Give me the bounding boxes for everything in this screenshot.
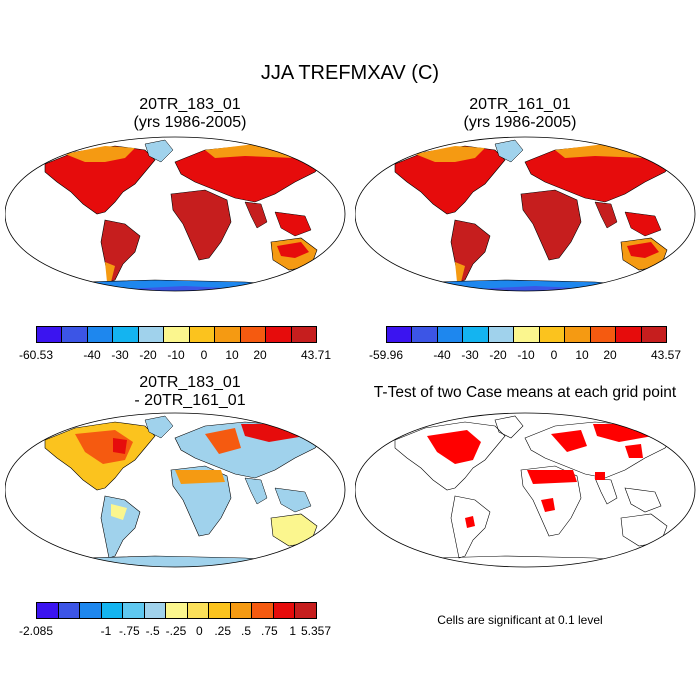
colorbar-label: 1 bbox=[289, 624, 296, 638]
colorbar-label: -2.085 bbox=[18, 624, 54, 638]
colorbar-cell bbox=[208, 602, 231, 619]
colorbar-cell bbox=[186, 602, 210, 619]
figure-title: JJA TREFMXAV (C) bbox=[260, 62, 440, 84]
colorbar-label: 0 bbox=[550, 348, 558, 362]
panel-2-title: 20TR_161_01 (yrs 1986-2005) bbox=[370, 96, 670, 132]
colorbar-cell bbox=[265, 326, 292, 343]
colorbar-label: 5.357 bbox=[300, 624, 332, 638]
colorbar-cell bbox=[137, 326, 165, 343]
colorbar-label: .25 bbox=[214, 624, 231, 638]
colorbar-cell bbox=[122, 602, 145, 619]
colorbar-cell bbox=[165, 602, 188, 619]
colorbar-label: -60.53 bbox=[18, 348, 54, 362]
colorbar-cell bbox=[411, 326, 438, 343]
map-panel-3 bbox=[5, 412, 346, 568]
colorbar-cell bbox=[640, 326, 667, 343]
colorbar-cell bbox=[462, 326, 489, 343]
colorbar-label: 43.71 bbox=[300, 348, 332, 362]
colorbar-label: .75 bbox=[260, 624, 278, 638]
colorbar-cell bbox=[239, 326, 267, 343]
colorbar-label: 10 bbox=[225, 348, 239, 362]
colorbar-label: -.5 bbox=[145, 624, 160, 638]
globe-outline bbox=[355, 412, 696, 568]
colorbar-cell bbox=[61, 326, 88, 343]
colorbar-label: -30 bbox=[111, 348, 129, 362]
colorbar-panel-2: -59.96 -40 -30 -20 -10 0 10 20 43.57 bbox=[369, 326, 681, 366]
panel-1-title: 20TR_183_01 (yrs 1986-2005) bbox=[40, 96, 340, 132]
panel-1-title-line2: (yrs 1986-2005) bbox=[133, 114, 247, 131]
colorbar-cell bbox=[290, 326, 317, 343]
colorbar-cell bbox=[36, 602, 59, 619]
colorbar-label: -20 bbox=[489, 348, 507, 362]
colorbar-panel-3: -2.085 -1 -.75 -.5 -.25 0 .25 .5 .75 1 5.357 bbox=[19, 602, 331, 642]
colorbar-label: .5 bbox=[240, 624, 252, 638]
colorbar-label: -20 bbox=[139, 348, 157, 362]
colorbar-cell bbox=[143, 602, 167, 619]
colorbar-cell bbox=[79, 602, 102, 619]
colorbar-cell bbox=[86, 326, 114, 343]
colorbar-cell bbox=[112, 326, 139, 343]
colorbar-cell bbox=[214, 326, 241, 343]
map-panel-2 bbox=[355, 136, 696, 292]
colorbar-label: -10 bbox=[517, 348, 535, 362]
colorbar-label: -10 bbox=[167, 348, 185, 362]
colorbar-label: -30 bbox=[461, 348, 479, 362]
continents bbox=[374, 139, 676, 291]
colorbar-label: -59.96 bbox=[368, 348, 404, 362]
colorbar-cell bbox=[100, 602, 124, 619]
panel-4-title: T-Test of two Case means at each grid po… bbox=[373, 384, 677, 401]
globe-outline bbox=[5, 412, 346, 568]
colorbar-cell bbox=[251, 602, 274, 619]
colorbar-label: 0 bbox=[200, 348, 208, 362]
panel-3-title-line2: - 20TR_161_01 bbox=[134, 392, 246, 409]
colorbar-cell bbox=[36, 326, 63, 343]
globe-outline bbox=[355, 136, 696, 292]
colorbar-panel-1: -60.53 -40 -30 -20 -10 0 10 20 43.71 bbox=[19, 326, 331, 366]
colorbar-label: -.25 bbox=[165, 624, 187, 638]
colorbar-cell bbox=[589, 326, 617, 343]
colorbar-cell bbox=[386, 326, 413, 343]
colorbar-label: 0 bbox=[195, 624, 203, 638]
panel-2-title-line2: (yrs 1986-2005) bbox=[463, 114, 577, 131]
colorbar-cell bbox=[436, 326, 464, 343]
colorbar-label: -.75 bbox=[118, 624, 140, 638]
continents bbox=[24, 139, 326, 291]
panel-2-title-line1: 20TR_161_01 bbox=[469, 96, 571, 113]
colorbar-label: 43.57 bbox=[650, 348, 682, 362]
colorbar-cell bbox=[487, 326, 515, 343]
colorbar-label: -40 bbox=[433, 348, 451, 362]
colorbar-cell bbox=[615, 326, 642, 343]
globe-outline bbox=[5, 136, 346, 292]
colorbar-cell bbox=[57, 602, 81, 619]
colorbar-label: 20 bbox=[253, 348, 267, 362]
colorbar-cell bbox=[163, 326, 190, 343]
colorbar-label: 20 bbox=[603, 348, 617, 362]
map-panel-4 bbox=[355, 412, 696, 568]
panel-3-title-line1: 20TR_183_01 bbox=[139, 374, 241, 391]
colorbar-label: -40 bbox=[83, 348, 101, 362]
colorbar-cell bbox=[513, 326, 540, 343]
continents bbox=[24, 415, 326, 567]
map-panel-1 bbox=[5, 136, 346, 292]
colorbar-label: -1 bbox=[100, 624, 112, 638]
colorbar-cell bbox=[294, 602, 317, 619]
colorbar-cell bbox=[272, 602, 296, 619]
panel-3-title: 20TR_183_01 - 20TR_161_01 bbox=[40, 374, 340, 410]
colorbar-cell bbox=[564, 326, 591, 343]
colorbar-cell bbox=[538, 326, 566, 343]
colorbar-cell bbox=[188, 326, 216, 343]
panel-1-title-line1: 20TR_183_01 bbox=[139, 96, 241, 113]
continent-outlines bbox=[374, 415, 676, 567]
significant-cells bbox=[413, 424, 653, 567]
colorbar-label: 10 bbox=[575, 348, 589, 362]
colorbar-cell bbox=[229, 602, 253, 619]
significance-note: Cells are significant at 0.1 level bbox=[437, 613, 603, 627]
